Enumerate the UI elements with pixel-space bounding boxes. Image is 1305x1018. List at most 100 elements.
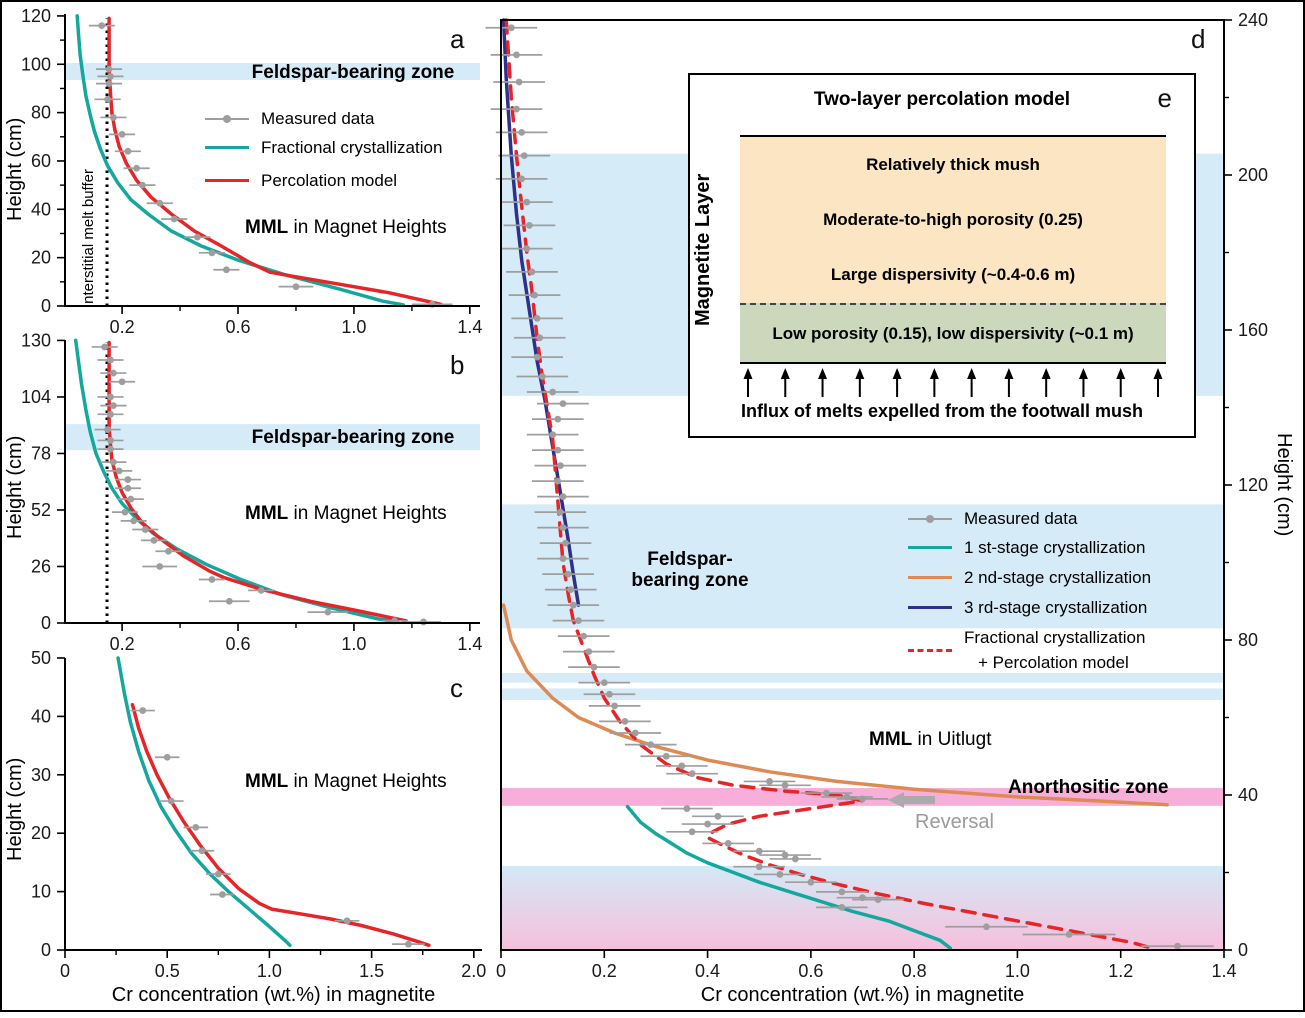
panel-c-measured-points: [130, 707, 425, 948]
svg-text:0.6: 0.6: [798, 961, 823, 981]
svg-text:1.0: 1.0: [1005, 961, 1030, 981]
svg-text:1.4: 1.4: [457, 317, 482, 337]
legend-panel-d: Measured data 1 st-stage crystallization…: [908, 504, 1151, 675]
legend-item-measured: Measured data: [205, 104, 442, 133]
influx-arrows-icon: [743, 368, 1163, 397]
svg-text:40: 40: [31, 199, 51, 219]
percolation-swatch-icon: [205, 179, 249, 182]
feldspar-zone-label-b: Feldspar-bearing zone: [251, 427, 455, 448]
cr-axis-label-d: Cr concentration (wt.%) in magnetite: [700, 984, 1025, 1006]
legend-item-percolation: Percolation model: [205, 166, 442, 195]
height-axis-label-b: Height (cm): [4, 435, 26, 539]
svg-text:1.0: 1.0: [341, 634, 366, 654]
legend-item-stage1: 1 st-stage crystallization: [908, 533, 1151, 562]
cr-axis-label-c: Cr concentration (wt.%) in magnetite: [111, 984, 436, 1006]
svg-text:20: 20: [31, 248, 51, 268]
svg-text:0.5: 0.5: [155, 961, 180, 981]
svg-text:10: 10: [31, 882, 51, 902]
svg-text:120: 120: [21, 6, 51, 26]
svg-text:30: 30: [31, 765, 51, 785]
svg-text:0.2: 0.2: [592, 961, 617, 981]
stage3-swatch-icon: [908, 606, 952, 609]
magnetite-layer-label: Magnetite Layer: [692, 173, 714, 327]
measured-data-swatch-icon: [205, 114, 249, 123]
svg-text:0: 0: [41, 940, 51, 960]
feldspar-zone-label-d: Feldspar- bearing zone: [631, 549, 749, 591]
legend-item-fractional: Fractional crystallization: [205, 133, 442, 162]
stage2-swatch-icon: [908, 576, 952, 579]
reversal-arrow-icon: [888, 792, 936, 808]
svg-text:80: 80: [1238, 630, 1258, 650]
svg-text:78: 78: [31, 443, 51, 463]
panel-a-letter: a: [450, 24, 465, 54]
inset-upper-layer: Relatively thick mush Moderate-to-high p…: [740, 135, 1166, 303]
panel-b-measured-points: [91, 343, 441, 626]
panel-c-letter: c: [450, 673, 463, 703]
anorthositic-zone-label: Anorthositic zone: [1008, 777, 1169, 798]
influx-label: Influx of melts expelled from the footwa…: [740, 401, 1144, 421]
svg-text:0.2: 0.2: [110, 317, 135, 337]
panel-a-measured-points: [88, 22, 453, 308]
svg-text:52: 52: [31, 500, 51, 520]
svg-text:130: 130: [21, 330, 51, 350]
legend-item-stage3: 3 rd-stage crystallization: [908, 593, 1151, 622]
inset-title: Two-layer percolation model: [813, 89, 1071, 110]
svg-text:0: 0: [1238, 940, 1248, 960]
svg-text:60: 60: [31, 151, 51, 171]
svg-text:0.4: 0.4: [695, 961, 720, 981]
panel-b-letter: b: [450, 350, 465, 380]
svg-text:0: 0: [41, 296, 51, 316]
reversal-label: Reversal: [915, 811, 994, 833]
panel-b-plot: 0.2 0.6 1.0 1.4 0 26 52 78 104 130: [21, 330, 482, 654]
svg-text:2.0: 2.0: [461, 961, 486, 981]
svg-text:20: 20: [31, 823, 51, 843]
svg-text:50: 50: [31, 648, 51, 668]
svg-text:0.6: 0.6: [225, 634, 250, 654]
measured-data-swatch-icon: [908, 514, 952, 523]
panel-c-plot: 0 0.5 1.0 1.5 2.0 0 10 20 30 40 50: [31, 648, 486, 981]
svg-text:200: 200: [1238, 165, 1268, 185]
svg-text:80: 80: [31, 103, 51, 123]
legend-item-frac-perc: Fractional crystallization + Percolation…: [908, 625, 1151, 675]
legend-panel-a: Measured data Fractional crystallization…: [205, 104, 442, 195]
svg-text:0.2: 0.2: [110, 634, 135, 654]
svg-text:120: 120: [1238, 475, 1268, 495]
svg-text:1.2: 1.2: [1108, 961, 1133, 981]
svg-text:104: 104: [21, 387, 51, 407]
svg-text:0: 0: [41, 613, 51, 633]
svg-text:26: 26: [31, 556, 51, 576]
panel-e-letter: e: [1157, 83, 1172, 113]
svg-text:160: 160: [1238, 320, 1268, 340]
svg-text:240: 240: [1238, 10, 1268, 30]
panel-d-measured-points: [485, 24, 1214, 950]
interstitial-melt-buffer-label: Interstitial melt buffer: [80, 169, 97, 308]
fractional-swatch-icon: [205, 146, 249, 149]
inset-lower-layer: Low porosity (0.15), low dispersivity (~…: [740, 303, 1166, 364]
svg-text:40: 40: [31, 706, 51, 726]
legend-item-stage2: 2 nd-stage crystallization: [908, 563, 1151, 592]
panel-d-letter: d: [1191, 24, 1206, 54]
svg-text:0: 0: [60, 961, 70, 981]
svg-text:0.8: 0.8: [902, 961, 927, 981]
legend-item-measured-d: Measured data: [908, 504, 1151, 533]
inset-panel-e: Two-layer percolation model e Magnetite …: [688, 73, 1196, 438]
svg-text:0: 0: [496, 961, 506, 981]
feldspar-zone-label-a: Feldspar-bearing zone: [251, 62, 455, 83]
svg-text:40: 40: [1238, 785, 1258, 805]
svg-text:1.5: 1.5: [359, 961, 384, 981]
mml-annotation-a: MML in Magnet Heights: [245, 217, 447, 238]
height-axis-label-d: Height (cm): [1273, 433, 1295, 537]
svg-text:100: 100: [21, 54, 51, 74]
svg-text:1.4: 1.4: [457, 634, 482, 654]
svg-text:0.6: 0.6: [225, 317, 250, 337]
mml-annotation-d: MML in Uitlugt: [869, 729, 992, 750]
height-axis-label-c: Height (cm): [4, 757, 26, 861]
stage1-swatch-icon: [908, 546, 952, 549]
svg-text:1.0: 1.0: [257, 961, 282, 981]
frac-perc-swatch-icon: [908, 648, 952, 652]
mml-annotation-b: MML in Magnet Heights: [245, 503, 447, 524]
panel-a-plot: 0.2 0.6 1.0 1.4 0 20 40 60 80 100 120: [21, 6, 482, 337]
svg-text:1.4: 1.4: [1211, 961, 1236, 981]
mml-annotation-c: MML in Magnet Heights: [245, 771, 447, 792]
